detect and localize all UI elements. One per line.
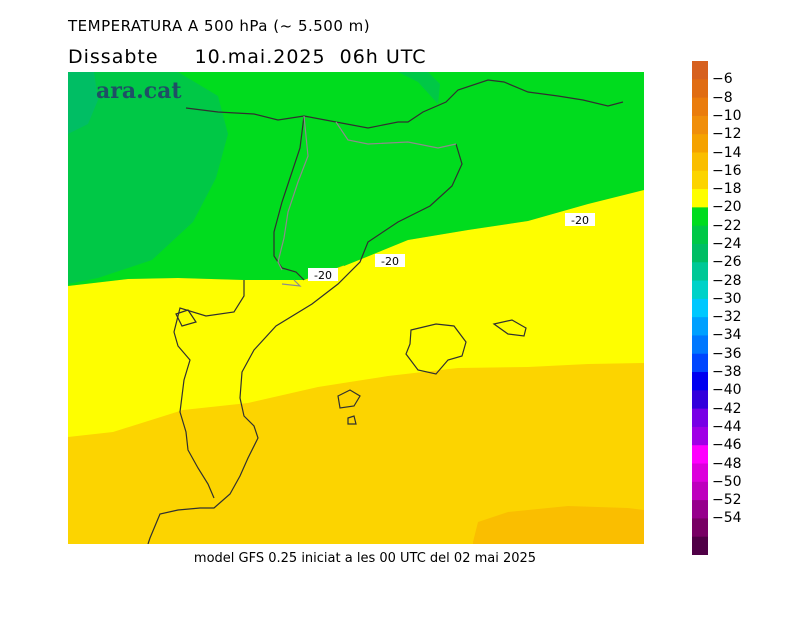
colorbar-label: −46 bbox=[712, 437, 742, 454]
contour-label-1: -20 bbox=[565, 213, 595, 227]
colorbar-swatch bbox=[692, 134, 708, 153]
contour-label-2-text: -20 bbox=[381, 255, 399, 268]
band-16-14 bbox=[473, 506, 644, 544]
colorbar-label: −30 bbox=[712, 290, 742, 307]
colorbar-swatch bbox=[692, 97, 708, 117]
borders bbox=[277, 115, 457, 287]
coastlines bbox=[147, 79, 624, 544]
temperature-map: ara.cat -20 -20 -20 bbox=[68, 72, 644, 544]
band-26-24 bbox=[68, 72, 98, 134]
colorbar-swatch bbox=[692, 536, 708, 555]
colorbar-swatch bbox=[692, 152, 708, 172]
colorbar-label: −6 bbox=[712, 71, 733, 88]
colorbar-swatch bbox=[692, 207, 708, 227]
colorbar-label: −34 bbox=[712, 327, 742, 344]
watermark-logo: ara.cat bbox=[96, 78, 182, 104]
colorbar-swatch bbox=[692, 353, 708, 373]
colorbar-swatch bbox=[692, 243, 708, 263]
colorbar-label: −38 bbox=[712, 364, 742, 380]
colorbar-swatch bbox=[692, 280, 708, 300]
colorbar-swatch bbox=[692, 170, 708, 190]
colorbar-label: −42 bbox=[712, 400, 742, 417]
colorbar-label: −26 bbox=[712, 254, 742, 271]
colorbar-swatch bbox=[692, 445, 708, 465]
contour-label-3-text: -20 bbox=[314, 269, 332, 282]
watermark-text: ara.cat bbox=[96, 78, 182, 104]
colorbar-label: −32 bbox=[712, 309, 742, 326]
forecast-day: Dissabte bbox=[68, 46, 159, 68]
colorbar-label: −8 bbox=[712, 89, 733, 106]
colorbar-swatch bbox=[692, 335, 708, 355]
model-info: model GFS 0.25 iniciat a les 00 UTC del … bbox=[193, 551, 537, 566]
colorbar-swatch bbox=[692, 61, 708, 80]
colorbar-swatch bbox=[692, 426, 708, 446]
forecast-hour: 06h bbox=[339, 46, 379, 68]
colorbar-label: −50 bbox=[712, 473, 742, 490]
forecast-timezone: UTC bbox=[385, 46, 427, 68]
colorbar-label: −24 bbox=[712, 236, 742, 252]
colorbar-swatch bbox=[692, 500, 708, 519]
colorbar-swatch bbox=[692, 298, 708, 318]
contour-label-2: -20 bbox=[375, 254, 405, 268]
colorbar-label: −16 bbox=[712, 162, 742, 179]
contour-label-1-text: -20 bbox=[571, 214, 589, 227]
colorbar-label: −22 bbox=[712, 217, 742, 234]
colorbar bbox=[692, 61, 708, 555]
colorbar-label: −28 bbox=[712, 272, 742, 289]
colorbar-label: −18 bbox=[712, 181, 742, 198]
colorbar-swatch bbox=[692, 317, 708, 336]
band-24-22-north bbox=[398, 72, 440, 104]
colorbar-label: −44 bbox=[712, 418, 742, 435]
band-20-18 bbox=[68, 190, 644, 437]
colorbar-swatch bbox=[692, 408, 708, 428]
colorbar-label: −10 bbox=[712, 107, 742, 124]
contour-label-3: -20 bbox=[308, 268, 338, 282]
colorbar-swatch bbox=[692, 518, 708, 538]
colorbar-label: −40 bbox=[712, 382, 742, 399]
colorbar-swatch bbox=[692, 390, 708, 410]
colorbar-label: −20 bbox=[712, 199, 742, 216]
colorbar-swatch bbox=[692, 463, 708, 483]
colorbar-label: −14 bbox=[712, 144, 742, 161]
colorbar-swatch bbox=[692, 481, 708, 501]
colorbar-swatch bbox=[692, 372, 708, 391]
forecast-time: Dissabte 10.mai.2025 06h UTC bbox=[68, 46, 427, 68]
colorbar-label: −54 bbox=[712, 510, 742, 527]
colorbar-label: −12 bbox=[712, 126, 742, 143]
colorbar-swatch bbox=[692, 262, 708, 282]
colorbar-swatch bbox=[692, 225, 708, 245]
colorbar-label: −36 bbox=[712, 345, 742, 362]
colorbar-swatch bbox=[692, 115, 708, 135]
forecast-date: 10.mai.2025 bbox=[194, 46, 326, 68]
colorbar-swatch bbox=[692, 189, 708, 208]
colorbar-swatch bbox=[692, 79, 708, 99]
map-title: TEMPERATURA A 500 hPa (~ 5.500 m) bbox=[68, 17, 371, 35]
band-24-22 bbox=[68, 72, 228, 284]
colorbar-label: −52 bbox=[712, 492, 742, 509]
colorbar-label: −48 bbox=[712, 455, 742, 472]
